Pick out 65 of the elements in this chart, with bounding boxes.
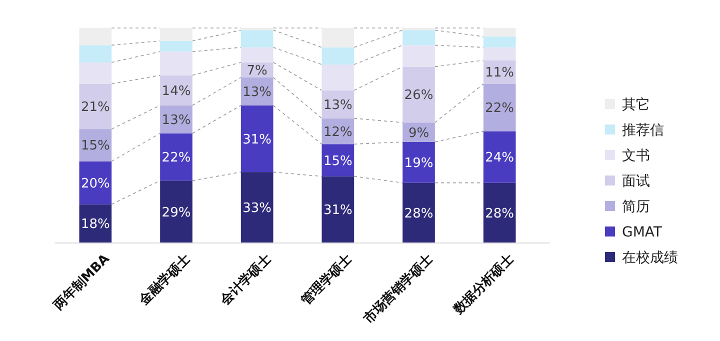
data-label: 20% (80, 176, 110, 192)
bar (402, 182, 435, 243)
legend-label: 其它 (622, 96, 650, 113)
data-label: 9% (408, 126, 430, 141)
data-label: 21% (80, 100, 110, 116)
data-label: 26% (404, 88, 434, 104)
bar (160, 133, 192, 181)
data-label: 31% (323, 203, 352, 218)
legend-label: 简历 (622, 198, 650, 215)
data-label: 14% (162, 84, 191, 99)
data-label: 22% (485, 101, 514, 116)
bar (160, 52, 192, 76)
bar (79, 62, 112, 84)
x-tick-label: 市场营销学硕士 (360, 250, 436, 328)
data-label: 19% (404, 156, 434, 171)
bar (240, 105, 274, 172)
x-tick-label: 管理学硕士 (298, 252, 356, 309)
bar (483, 84, 516, 132)
bar (160, 180, 192, 243)
bar (483, 131, 516, 183)
data-label: 13% (242, 84, 272, 100)
data-label: 13% (323, 98, 352, 113)
x-tick-label: 会计学硕士 (217, 252, 274, 309)
data-label: 31% (242, 132, 272, 148)
bar (322, 47, 354, 65)
data-label: 7% (246, 63, 268, 78)
bar (79, 45, 112, 62)
data-label: 15% (323, 154, 352, 169)
bar (322, 176, 354, 243)
bar (402, 45, 435, 67)
bar (402, 142, 435, 183)
data-label: 15% (80, 138, 110, 154)
bar (322, 28, 354, 48)
bar (483, 36, 516, 48)
legend-label: GMAT (622, 224, 662, 240)
data-label: 18% (80, 217, 110, 232)
data-label: 29% (162, 205, 191, 220)
bar (402, 30, 435, 46)
legend-label: 在校成绩 (622, 250, 678, 266)
bar (483, 28, 516, 37)
x-tick-label: 金融学硕士 (136, 252, 194, 309)
data-label: 24% (485, 150, 514, 166)
data-label: 28% (404, 206, 434, 222)
bar (483, 182, 516, 243)
data-label: 33% (242, 201, 272, 216)
bar (240, 30, 274, 48)
bar (322, 64, 354, 90)
data-label: 13% (162, 112, 191, 128)
bar (79, 161, 112, 204)
bar (240, 47, 274, 62)
bar (240, 172, 274, 243)
bar (160, 40, 192, 52)
x-tick-label: 数据分析硕士 (450, 252, 517, 318)
bar (402, 66, 435, 123)
bar (79, 84, 112, 130)
legend-label: 面试 (622, 173, 650, 190)
data-label: 28% (485, 206, 514, 222)
bar (160, 28, 192, 41)
legend-label: 推荐信 (622, 122, 664, 138)
bar (483, 47, 516, 60)
legend-label: 文书 (622, 148, 650, 164)
data-label: 22% (162, 150, 191, 166)
data-label: 11% (485, 66, 514, 81)
data-label: 12% (323, 124, 352, 140)
bar (79, 28, 112, 46)
